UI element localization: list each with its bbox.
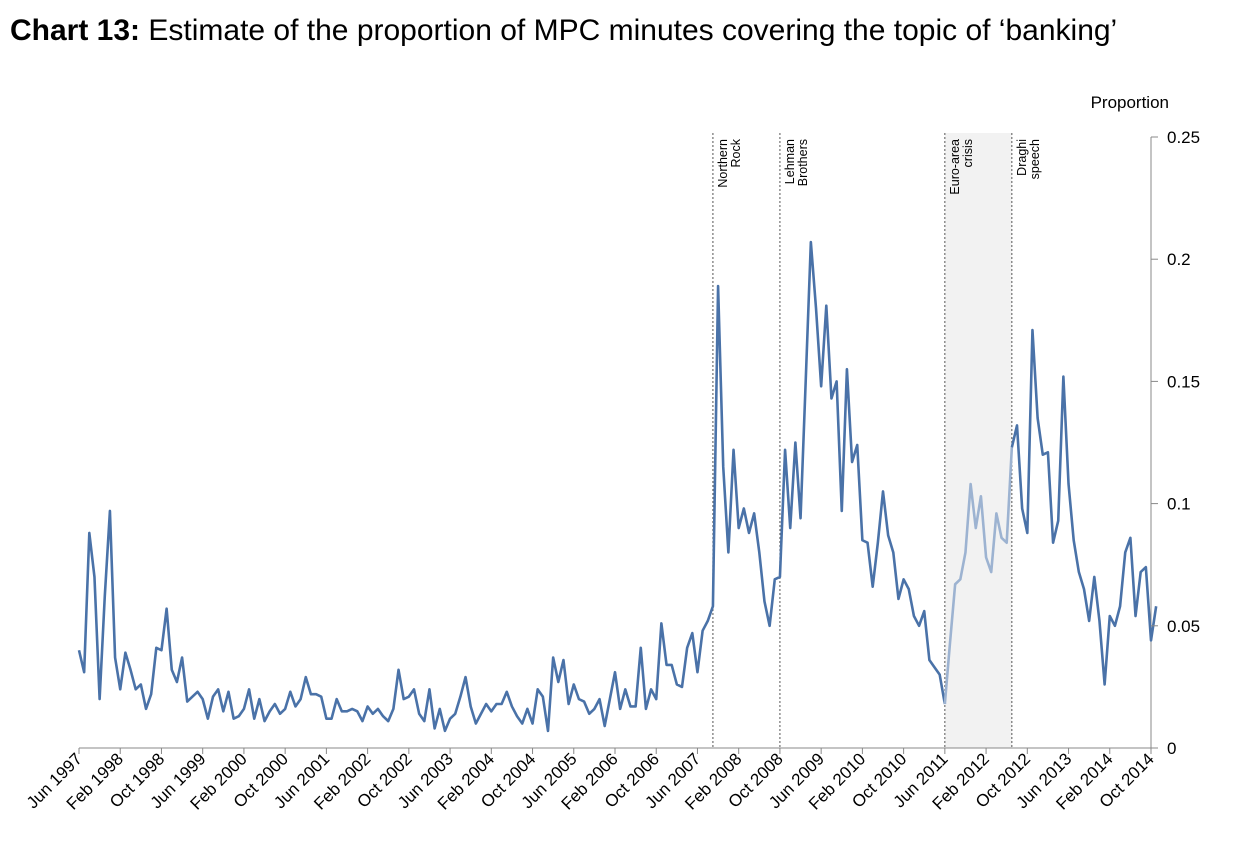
y-tick-label: 0.2	[1167, 250, 1191, 269]
event-label: NorthernRock	[716, 138, 743, 187]
y-tick-label: 0.05	[1167, 617, 1200, 636]
event-label-line: Lehman	[783, 139, 797, 184]
chart-title-text: Estimate of the proportion of MPC minute…	[148, 14, 1118, 47]
event-label: Draghispeech	[1015, 139, 1042, 179]
series-line-faded	[943, 447, 1014, 705]
y-tick-label: 0	[1167, 739, 1176, 758]
euro-area-crisis-shading	[944, 133, 1012, 748]
event-label-line: speech	[1028, 139, 1042, 179]
event-label-line: crisis	[961, 139, 975, 167]
event-label: Euro-areacrisis	[948, 139, 975, 195]
event-markers: NorthernRock LehmanBrothers Euro-areacrisi…	[712, 133, 1042, 748]
y-axis-title: Proportion	[1091, 93, 1169, 112]
y-tick-label: 0.25	[1167, 128, 1200, 147]
series-line	[1010, 328, 1158, 686]
event-label-line: Rock	[729, 138, 743, 167]
event-label-line: Draghi	[1015, 139, 1029, 176]
y-tick-label: 0.1	[1167, 495, 1191, 514]
event-label-line: Brothers	[796, 139, 810, 186]
series-group	[77, 240, 1158, 733]
chart-title-prefix: Chart 13:	[10, 14, 141, 47]
event-label-line: Euro-area	[948, 139, 962, 195]
series-line	[77, 240, 947, 733]
y-tick-labels: 0 0.05 0.1 0.15 0.2 0.25	[1151, 128, 1200, 758]
chart-title: Chart 13: Estimate of the proportion of …	[10, 14, 1117, 48]
y-tick-label: 0.15	[1167, 372, 1200, 391]
shaded-region-group	[944, 133, 1012, 748]
event-label-line: Northern	[716, 139, 730, 188]
event-label: LehmanBrothers	[783, 139, 810, 186]
